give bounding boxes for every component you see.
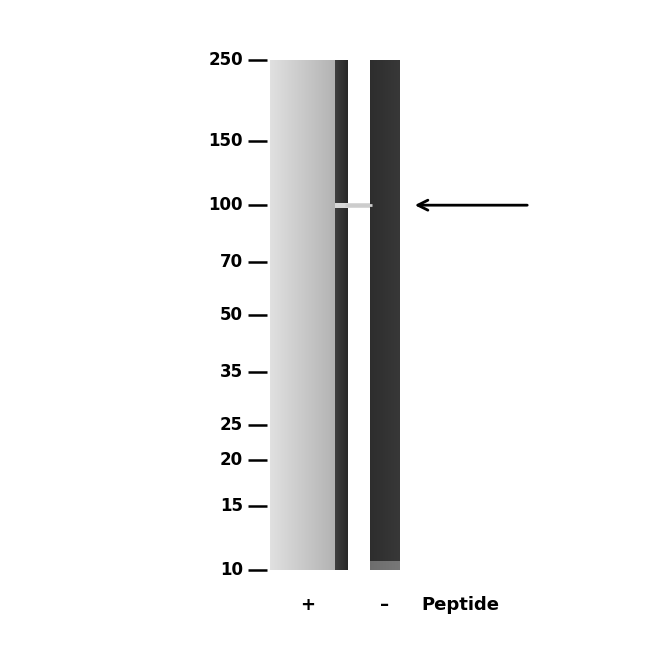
- Text: 20: 20: [220, 451, 243, 469]
- Text: 50: 50: [220, 306, 243, 324]
- Text: 150: 150: [209, 132, 243, 150]
- Text: 70: 70: [220, 252, 243, 271]
- Text: Peptide: Peptide: [421, 596, 499, 614]
- Text: +: +: [300, 596, 315, 614]
- Text: 10: 10: [220, 561, 243, 579]
- Text: 35: 35: [220, 362, 243, 380]
- Text: 25: 25: [220, 416, 243, 434]
- Text: –: –: [380, 596, 389, 614]
- Text: 250: 250: [209, 51, 243, 69]
- Text: 15: 15: [220, 497, 243, 515]
- Text: 100: 100: [209, 196, 243, 214]
